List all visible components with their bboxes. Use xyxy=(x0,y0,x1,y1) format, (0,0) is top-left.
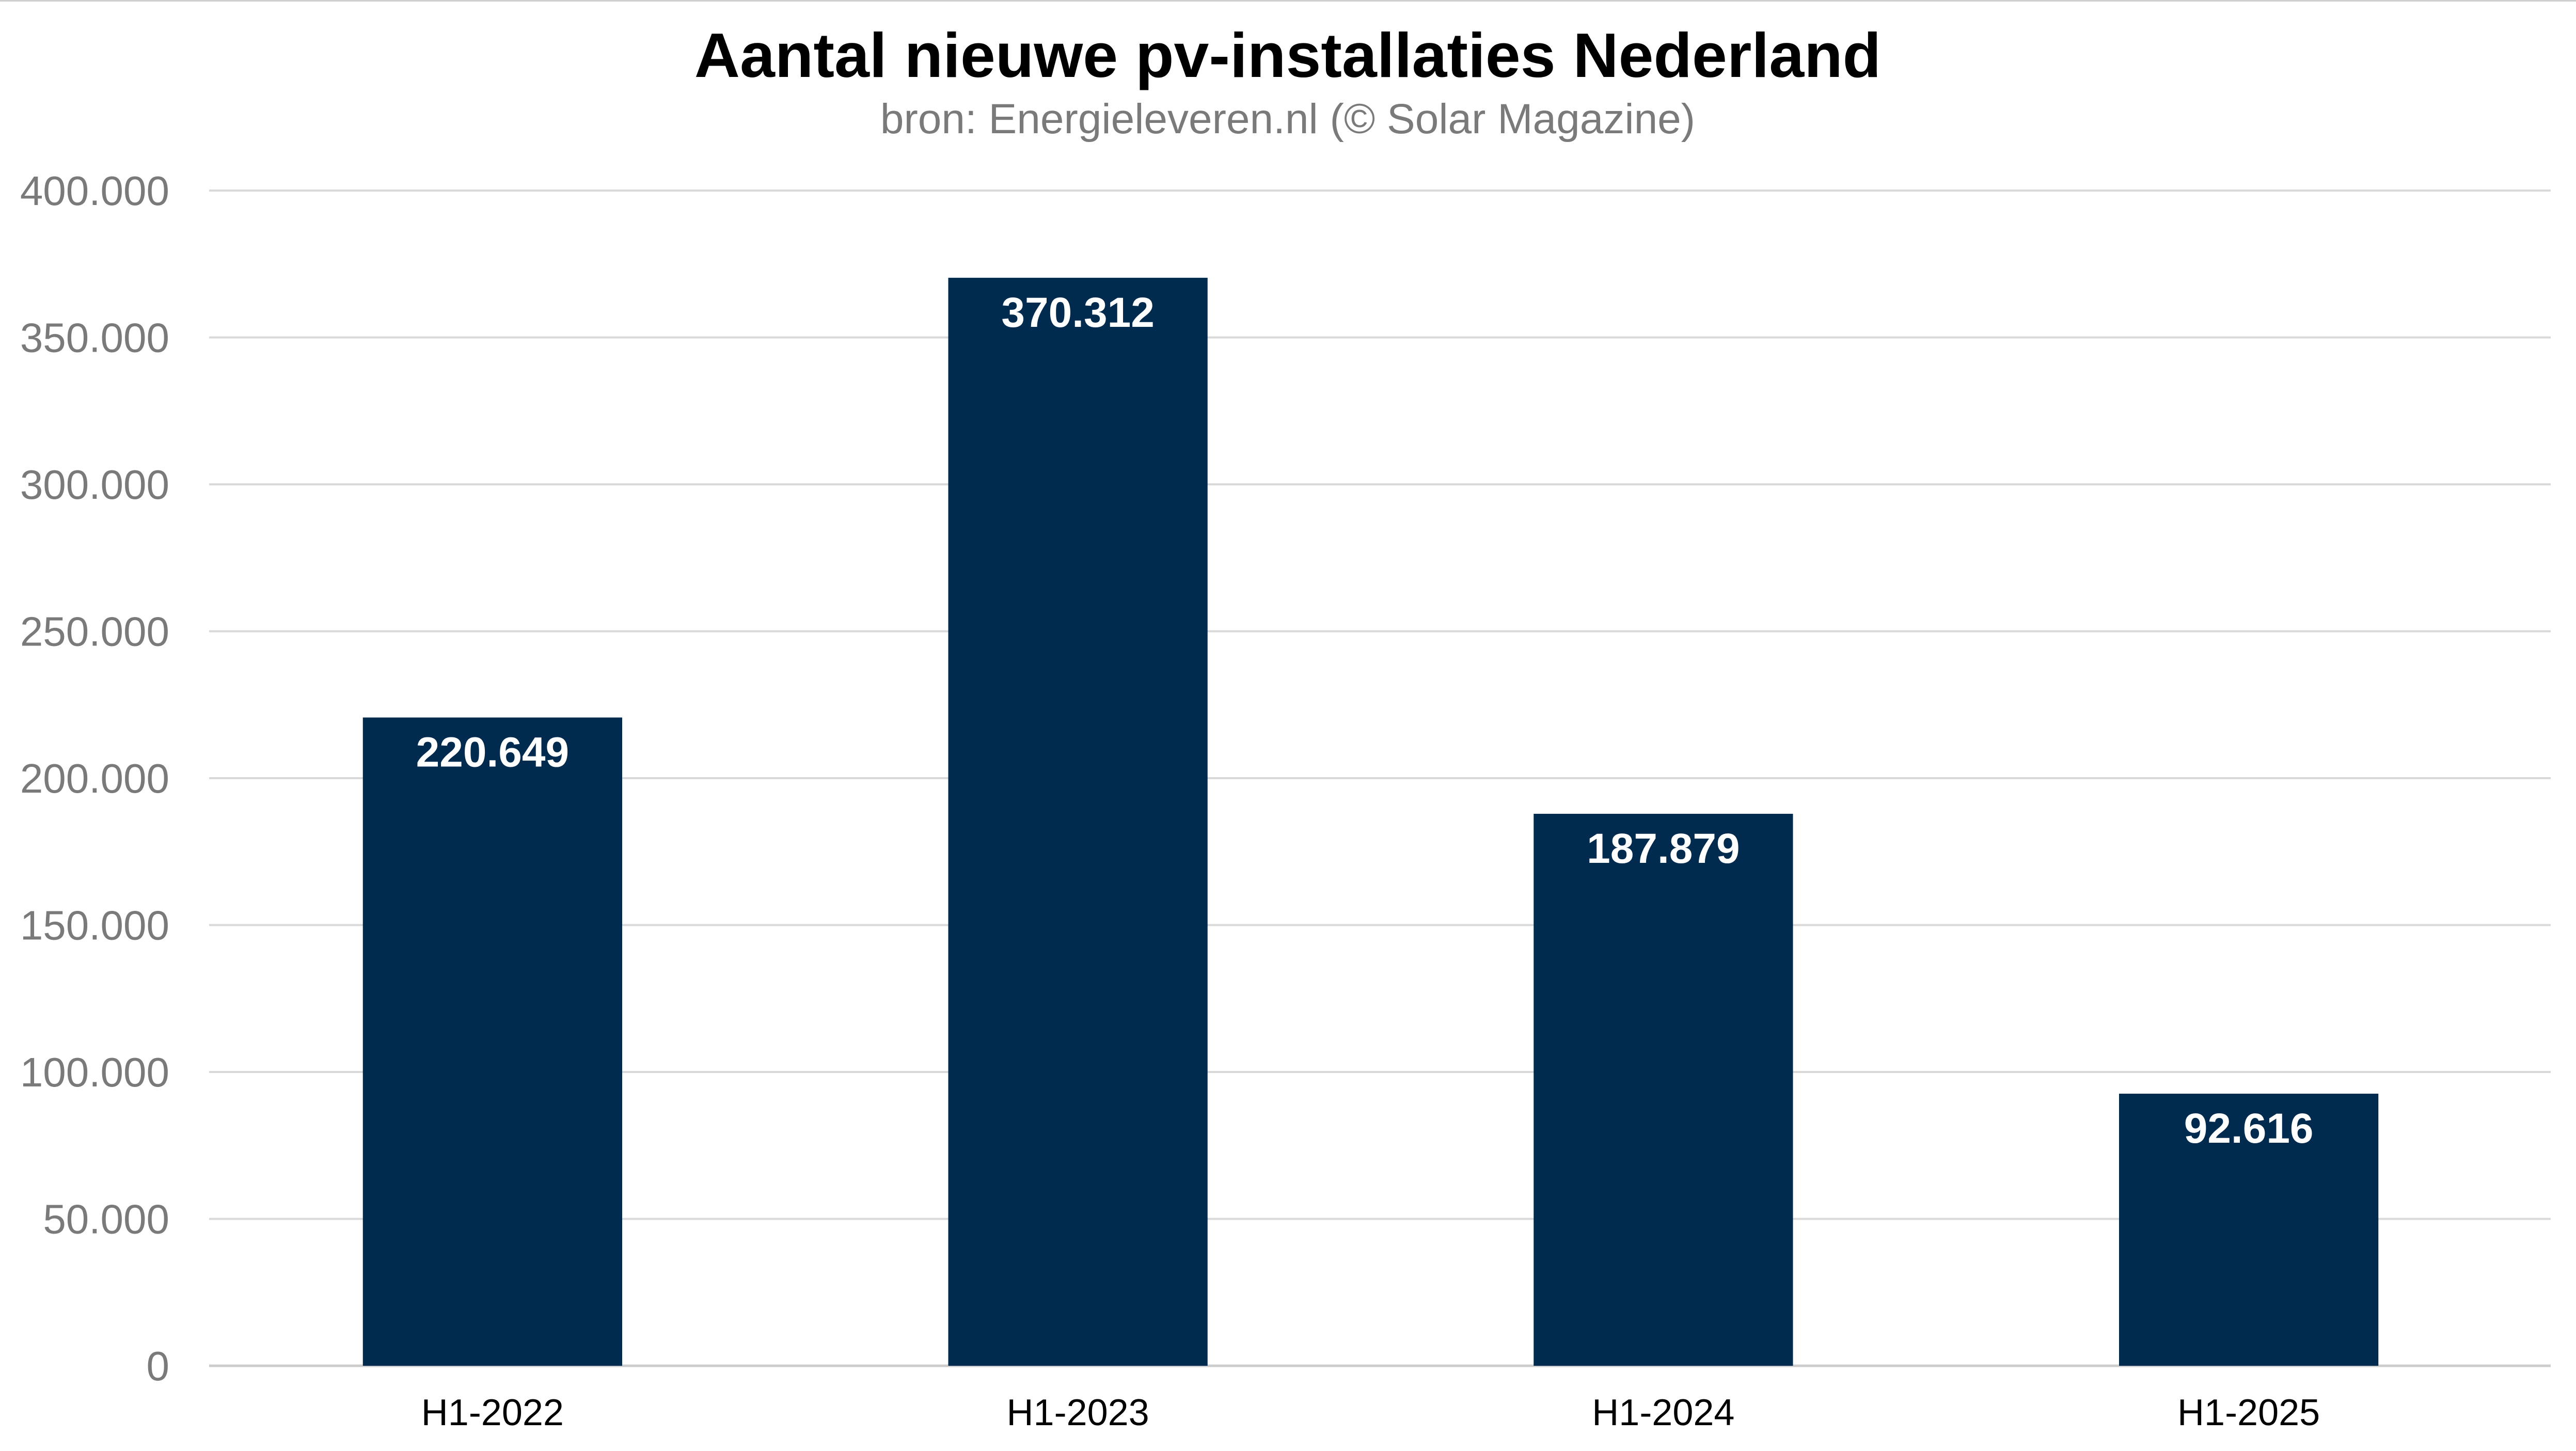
bar-value-label: 220.649 xyxy=(416,729,569,776)
y-tick-label: 350.000 xyxy=(20,315,169,361)
x-tick-label: H1-2025 xyxy=(2177,1392,2320,1433)
chart-title: Aantal nieuwe pv-installaties Nederland xyxy=(694,20,1881,90)
bar-h1-2025 xyxy=(2119,1094,2379,1366)
bar-value-label: 92.616 xyxy=(2184,1105,2314,1152)
x-axis: H1-2022 H1-2023 H1-2024 H1-2025 xyxy=(421,1392,2320,1433)
y-tick-label: 0 xyxy=(147,1343,170,1389)
bar-value-label: 370.312 xyxy=(1001,289,1154,336)
bar-value-label: 187.879 xyxy=(1587,825,1740,872)
x-tick-label: H1-2023 xyxy=(1007,1392,1149,1433)
y-tick-label: 150.000 xyxy=(20,903,169,949)
y-tick-label: 100.000 xyxy=(20,1049,169,1095)
y-tick-label: 400.000 xyxy=(20,168,169,214)
y-tick-label: 300.000 xyxy=(20,462,169,508)
bar-h1-2024 xyxy=(1534,813,1793,1366)
x-tick-label: H1-2024 xyxy=(1592,1392,1734,1433)
y-tick-label: 50.000 xyxy=(43,1196,169,1242)
y-axis: 0 50.000 100.000 150.000 200.000 250.000 300.0… xyxy=(20,168,169,1389)
x-tick-label: H1-2022 xyxy=(421,1392,564,1433)
bar-h1-2023 xyxy=(948,277,1208,1366)
bar-h1-2022 xyxy=(362,717,623,1366)
y-tick-label: 250.000 xyxy=(20,609,169,655)
bars: 220.649 370.312 187.879 92.616 xyxy=(362,277,2379,1366)
chart-subtitle: bron: Energieleveren.nl (© Solar Magazin… xyxy=(880,96,1695,143)
y-tick-label: 200.000 xyxy=(20,755,169,801)
